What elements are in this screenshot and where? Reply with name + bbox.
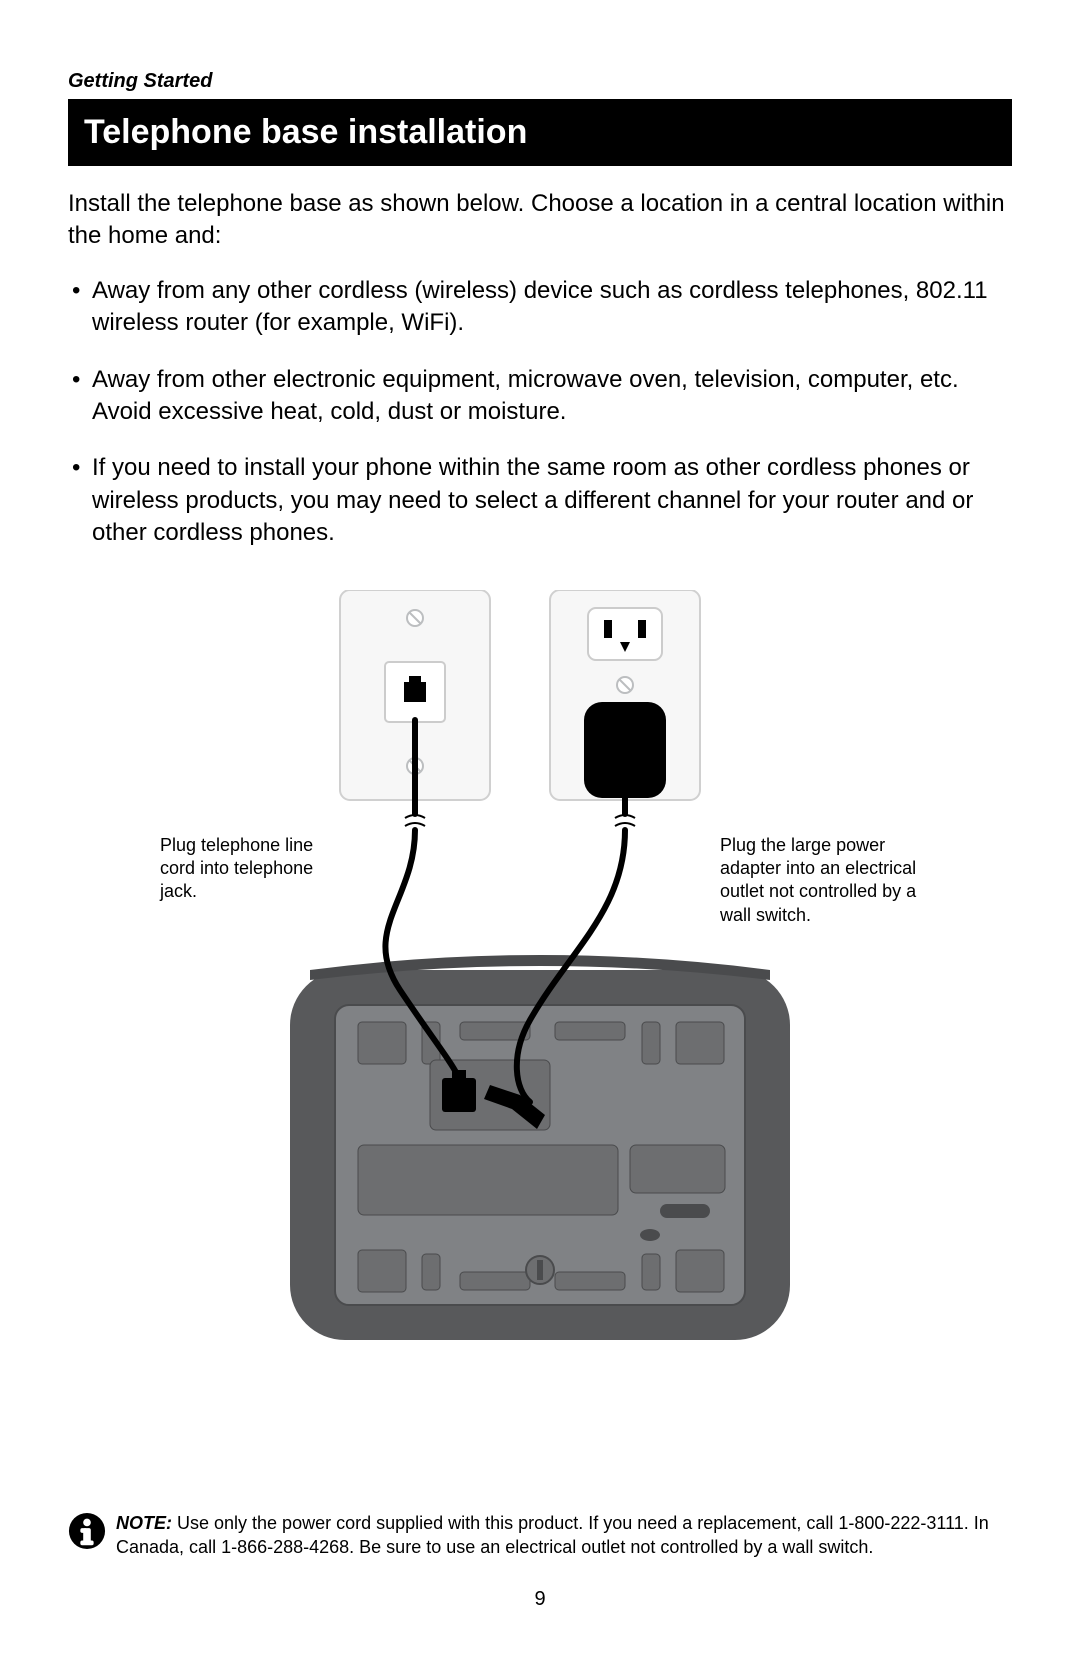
section-label: Getting Started <box>68 70 1012 93</box>
page-number: 9 <box>0 1588 1080 1611</box>
page-title: Telephone base installation <box>68 99 1012 166</box>
note-body: Use only the power cord supplied with th… <box>116 1513 989 1556</box>
callout-phone-cord: Plug telephone line cord into telephone … <box>160 834 330 904</box>
installation-diagram: Plug telephone line cord into telephone … <box>160 590 920 1350</box>
note-label: NOTE: <box>116 1513 172 1533</box>
telephone-base <box>290 955 790 1340</box>
bullet-list: Away from any other cordless (wireless) … <box>68 275 1012 550</box>
list-item: Away from other electronic equipment, mi… <box>92 364 1012 429</box>
power-outlet-plate <box>550 590 700 800</box>
note-row: NOTE: Use only the power cord supplied w… <box>68 1512 1012 1559</box>
list-item: Away from any other cordless (wireless) … <box>92 275 1012 340</box>
callout-power-adapter: Plug the large power adapter into an ele… <box>720 834 950 928</box>
note-text: NOTE: Use only the power cord supplied w… <box>116 1512 1012 1559</box>
intro-text: Install the telephone base as shown belo… <box>68 188 1012 253</box>
info-icon <box>68 1512 106 1550</box>
list-item: If you need to install your phone within… <box>92 452 1012 549</box>
